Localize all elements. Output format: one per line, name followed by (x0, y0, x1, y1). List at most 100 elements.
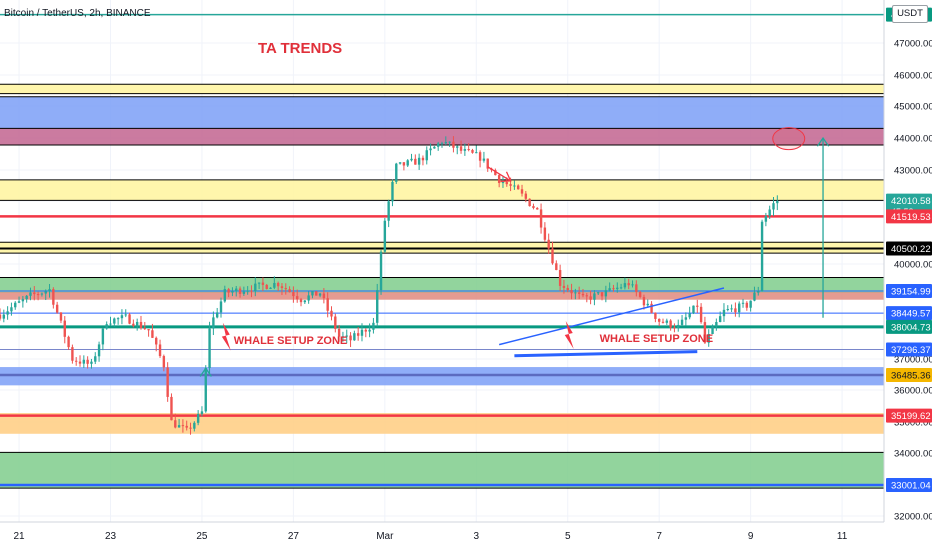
candle-body (166, 367, 169, 397)
candle-body (749, 300, 752, 308)
candle-body (471, 149, 474, 153)
candle-body (650, 303, 653, 313)
candle-body (196, 413, 200, 423)
candle-body (768, 209, 771, 216)
candle-body (135, 321, 139, 326)
candle-body (284, 288, 287, 290)
candle-body (265, 284, 268, 289)
candle-body (726, 309, 729, 311)
candle-body (707, 334, 710, 343)
candle-body (696, 305, 699, 307)
zone-band (0, 452, 884, 489)
candle-body (406, 160, 409, 166)
candle-body (711, 326, 714, 335)
candle-body (109, 323, 112, 325)
candle-body (623, 283, 627, 288)
candle-body (379, 251, 383, 291)
time-axis-panel (0, 522, 932, 550)
candle-body (235, 288, 238, 292)
candle-body (158, 344, 162, 357)
candle-body (231, 291, 234, 293)
candle-body (242, 291, 246, 294)
candle-body (21, 299, 25, 302)
candle-body (456, 146, 459, 148)
candle-body (673, 327, 676, 329)
time-tick-label: 25 (196, 531, 208, 542)
candle-body (421, 157, 425, 161)
candle-body (86, 359, 89, 364)
price-tick-label: 43000.00 (894, 166, 932, 177)
price-label-text: 38004.73 (891, 322, 931, 333)
price-label-text: 33001.04 (891, 480, 931, 491)
candle-body (128, 314, 131, 324)
candle-body (539, 209, 543, 228)
price-label-box (886, 209, 932, 224)
candle-body (219, 301, 223, 313)
candle-body (738, 303, 741, 313)
candle-body (120, 315, 124, 319)
price-tick-label: 37000.00 (894, 355, 932, 366)
candle-body (143, 328, 146, 330)
candle-body (600, 292, 604, 297)
candle-body (307, 295, 310, 301)
candle-body (254, 283, 257, 292)
price-tick-label: 44000.00 (894, 134, 932, 145)
candle-body (257, 282, 261, 284)
arrow-head (199, 367, 212, 377)
price-label-text: 38449.57 (891, 309, 931, 320)
candle-body (509, 184, 512, 186)
candle-body (589, 296, 592, 300)
candle-body (78, 361, 82, 364)
candle-body (341, 336, 345, 338)
candle-body (59, 312, 63, 321)
price-tick-label: 46000.00 (894, 71, 932, 82)
candle-body (67, 336, 70, 348)
candle-body (718, 316, 722, 323)
candle-body (684, 317, 688, 320)
candle-body (349, 335, 352, 341)
candle-body (646, 303, 649, 306)
candle-body (151, 330, 154, 338)
candle-body (185, 425, 188, 428)
candle-body (585, 295, 588, 297)
candle-body (292, 292, 295, 297)
zones (0, 84, 884, 489)
zone-band (0, 96, 884, 129)
candle-body (63, 320, 66, 337)
candle-body (604, 290, 608, 297)
candle-body (551, 248, 554, 264)
candle-body (741, 302, 745, 304)
price-tick-label: 35000.00 (894, 418, 932, 429)
candle-body (692, 305, 695, 314)
candle-body (398, 162, 402, 164)
candle-body (372, 322, 375, 330)
trend-line (514, 350, 698, 358)
candle-body (113, 318, 116, 324)
candle-body (356, 333, 360, 336)
price-label-box (886, 367, 932, 382)
candle-body (463, 149, 467, 151)
time-tick-label: 9 (748, 531, 754, 542)
candle-body (322, 293, 326, 299)
candle-body (555, 263, 558, 271)
price-tick-label: 47000.00 (894, 39, 932, 50)
candle-body (326, 298, 329, 311)
candle-body (631, 284, 634, 286)
candle-body (536, 207, 539, 210)
candle-body (562, 285, 566, 288)
candle-body (383, 220, 387, 252)
candle-body (52, 289, 55, 305)
candle-body (440, 143, 444, 145)
candle-body (193, 422, 196, 429)
candle-body (391, 181, 394, 202)
price-tick-label: 40000.00 (894, 260, 932, 271)
candle-body (547, 239, 550, 249)
price-tick-label: 34000.00 (894, 449, 932, 460)
currency-badge[interactable]: USDT (892, 5, 928, 23)
candle-body (334, 316, 337, 329)
price-tick-label: 45000.00 (894, 102, 932, 113)
candle-body (665, 320, 669, 323)
candle-body (97, 344, 101, 357)
candle-body (246, 290, 249, 292)
